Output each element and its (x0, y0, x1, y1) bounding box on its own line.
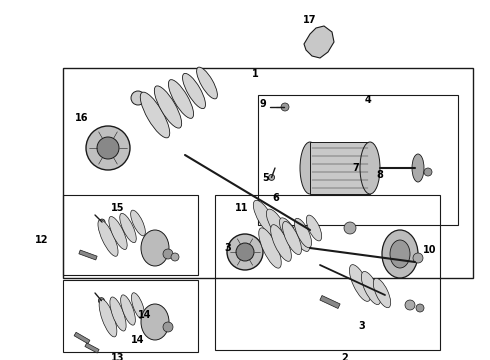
Text: 3: 3 (224, 243, 231, 253)
Ellipse shape (259, 228, 281, 268)
Circle shape (416, 304, 424, 312)
Ellipse shape (169, 80, 194, 118)
Bar (63, 195, 198, 275)
Ellipse shape (294, 218, 312, 248)
Circle shape (163, 249, 173, 259)
Ellipse shape (390, 240, 410, 268)
Text: 17: 17 (303, 15, 317, 25)
Text: 12: 12 (35, 235, 49, 245)
Bar (310, 142, 370, 194)
Text: 14: 14 (138, 310, 152, 320)
Bar (258, 95, 458, 225)
Text: 8: 8 (376, 170, 384, 180)
Ellipse shape (253, 200, 277, 236)
Text: 14: 14 (131, 335, 145, 345)
Ellipse shape (109, 216, 127, 249)
Ellipse shape (140, 92, 170, 138)
Circle shape (163, 322, 173, 332)
Ellipse shape (141, 304, 169, 340)
Ellipse shape (360, 142, 380, 194)
Circle shape (227, 234, 263, 270)
Ellipse shape (98, 220, 118, 256)
Ellipse shape (267, 209, 288, 241)
Circle shape (344, 222, 356, 234)
Ellipse shape (270, 225, 292, 261)
Circle shape (269, 174, 274, 180)
Circle shape (98, 298, 104, 304)
Text: 9: 9 (260, 99, 267, 109)
Ellipse shape (196, 67, 218, 99)
Ellipse shape (293, 226, 310, 251)
Text: 2: 2 (342, 353, 348, 360)
Ellipse shape (182, 73, 205, 109)
Text: 15: 15 (111, 203, 125, 213)
Bar (63, 68, 473, 278)
Text: 11: 11 (235, 203, 249, 213)
Ellipse shape (349, 265, 370, 301)
Circle shape (86, 126, 130, 170)
Bar (63, 280, 198, 352)
Polygon shape (79, 250, 97, 260)
Text: 3: 3 (359, 321, 366, 331)
Polygon shape (320, 296, 340, 309)
Ellipse shape (362, 271, 381, 305)
Text: 6: 6 (272, 193, 279, 203)
Circle shape (171, 253, 179, 261)
Ellipse shape (154, 86, 182, 128)
Ellipse shape (141, 230, 169, 266)
Circle shape (236, 243, 254, 261)
Polygon shape (74, 332, 90, 344)
Text: 16: 16 (75, 113, 89, 123)
Ellipse shape (412, 154, 424, 182)
Ellipse shape (131, 293, 145, 319)
Text: 4: 4 (365, 95, 371, 105)
Circle shape (413, 253, 423, 263)
Circle shape (424, 168, 432, 176)
Circle shape (97, 137, 119, 159)
Ellipse shape (131, 210, 146, 236)
Polygon shape (304, 26, 334, 58)
Text: 13: 13 (111, 353, 125, 360)
Circle shape (281, 103, 289, 111)
Ellipse shape (121, 295, 135, 325)
Ellipse shape (110, 297, 126, 331)
Text: 5: 5 (263, 173, 270, 183)
Ellipse shape (300, 142, 320, 194)
Ellipse shape (373, 278, 391, 308)
Ellipse shape (382, 230, 418, 278)
Text: 7: 7 (353, 163, 359, 173)
Polygon shape (85, 343, 99, 353)
Ellipse shape (120, 213, 136, 243)
Ellipse shape (306, 215, 321, 241)
Ellipse shape (283, 221, 301, 255)
Bar (215, 195, 440, 350)
Text: 1: 1 (252, 69, 258, 79)
Text: 10: 10 (423, 245, 437, 255)
Circle shape (131, 91, 145, 105)
Ellipse shape (99, 299, 117, 337)
Ellipse shape (279, 218, 298, 246)
Circle shape (99, 219, 105, 225)
Circle shape (405, 300, 415, 310)
